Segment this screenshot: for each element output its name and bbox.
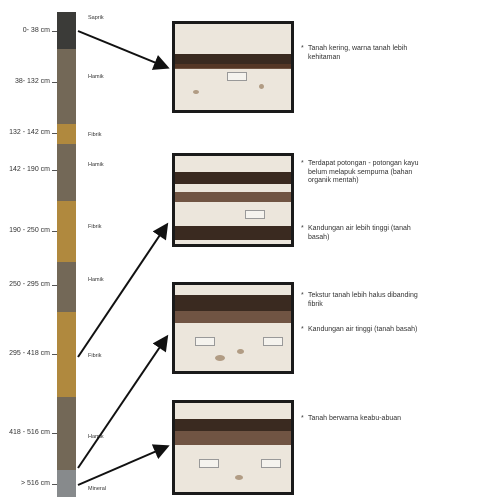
layer-type-label: Hamik <box>88 162 104 168</box>
layer-type-label: Saprik <box>88 15 104 21</box>
connector-arrow <box>77 334 169 469</box>
depth-label: 190 - 250 cm <box>9 227 50 234</box>
bullet-star: * <box>301 45 304 52</box>
soil-sample-photo-1 <box>172 21 294 113</box>
note-text: Terdapat potongan - potongan kayu belum … <box>308 160 419 184</box>
note-text: Kandungan air lebih tinggi (tanah basah) <box>308 225 411 241</box>
depth-tick <box>52 82 57 83</box>
bullet-star: * <box>301 326 304 333</box>
soil-layer <box>57 312 76 397</box>
depth-tick <box>52 133 57 134</box>
connector-arrow <box>77 222 169 358</box>
soil-layer <box>57 12 76 49</box>
depth-tick <box>52 231 57 232</box>
soil-layer <box>57 470 76 497</box>
layer-type-label: Fibrik <box>88 224 102 230</box>
note-text: Kandungan air tinggi (tanah basah) <box>308 326 418 333</box>
bullet-star: * <box>301 225 304 232</box>
depth-label: 0- 38 cm <box>22 27 50 34</box>
note-text: Tanah berwarna keabu-abuan <box>308 415 402 422</box>
soil-column <box>57 12 76 497</box>
depth-tick <box>52 433 57 434</box>
bullet-star: * <box>301 415 304 422</box>
soil-layer <box>57 49 76 124</box>
soil-layer <box>57 397 76 470</box>
depth-label: > 516 cm <box>21 480 50 487</box>
depth-tick <box>52 285 57 286</box>
layer-type-label: Hamik <box>88 434 104 440</box>
note-item: * Tekstur tanah lebih halus dibanding fib… <box>301 292 420 309</box>
bullet-star: * <box>301 160 304 167</box>
layer-type-label: Hamik <box>88 74 104 80</box>
soil-layer <box>57 124 76 144</box>
note-text: Tekstur tanah lebih halus dibanding fibr… <box>308 292 418 308</box>
soil-sample-photo-2 <box>172 153 294 247</box>
layer-type-label: Fibrik <box>88 132 102 138</box>
soil-layer <box>57 262 76 312</box>
soil-sample-photo-4 <box>172 400 294 495</box>
layer-type-label: Mineral <box>88 486 107 492</box>
connector-arrow <box>77 444 170 486</box>
depth-tick <box>52 354 57 355</box>
depth-tick <box>52 31 57 32</box>
note-item: * Terdapat potongan - potongan kayu belum… <box>301 160 420 186</box>
depth-label: 250 - 295 cm <box>9 281 50 288</box>
soil-sample-photo-3 <box>172 282 294 374</box>
note-item: * Kandungan air lebih tinggi (tanah basah… <box>301 225 420 242</box>
depth-tick <box>52 170 57 171</box>
connector-arrow <box>77 30 170 70</box>
note-item: * Kandungan air tinggi (tanah basah) <box>301 326 420 335</box>
depth-label: 132 - 142 cm <box>9 129 50 136</box>
note-text: Tanah kering, warna tanah lebih kehitama… <box>308 45 408 61</box>
depth-label: 295 - 418 cm <box>9 350 50 357</box>
soil-layer <box>57 201 76 262</box>
soil-layer <box>57 144 76 201</box>
layer-type-label: Fibrik <box>88 353 102 359</box>
depth-label: 142 - 190 cm <box>9 166 50 173</box>
note-item: * Tanah berwarna keabu-abuan <box>301 415 420 424</box>
depth-label: 418 - 516 cm <box>9 429 50 436</box>
depth-label: 38- 132 cm <box>14 78 50 85</box>
depth-tick <box>52 484 57 485</box>
note-item: * Tanah kering, warna tanah lebih kehitam… <box>301 45 420 62</box>
layer-type-label: Hamik <box>88 277 104 283</box>
bullet-star: * <box>301 292 304 299</box>
